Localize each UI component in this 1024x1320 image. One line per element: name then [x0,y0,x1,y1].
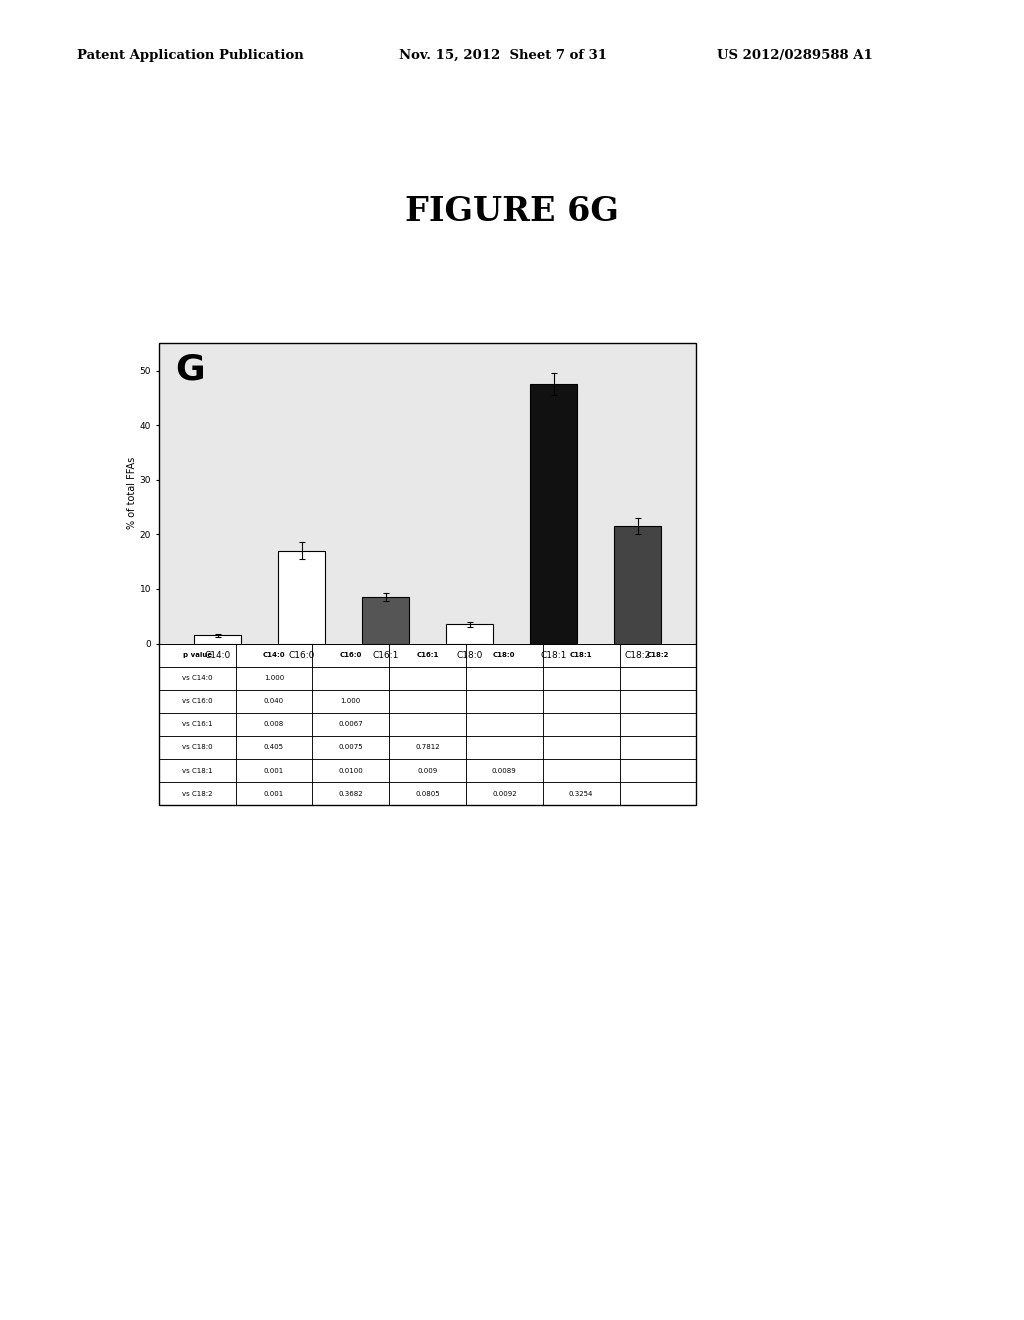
Text: FIGURE 6G: FIGURE 6G [406,195,618,227]
Text: vs C18:2: vs C18:2 [182,791,212,797]
Text: C14:0: C14:0 [262,652,286,659]
Text: C16:0: C16:0 [340,652,361,659]
Bar [446,624,493,644]
Text: 0.001: 0.001 [264,767,284,774]
Bar [530,384,577,644]
Bar [362,597,409,644]
Text: 0.0075: 0.0075 [338,744,364,751]
Text: 0.0067: 0.0067 [338,721,364,727]
Text: 0.405: 0.405 [264,744,284,751]
Text: vs C16:1: vs C16:1 [182,721,212,727]
Bar [279,550,325,644]
Text: 1.000: 1.000 [264,675,284,681]
Text: 0.040: 0.040 [264,698,284,705]
Text: G: G [175,352,205,387]
Text: 0.001: 0.001 [264,791,284,797]
Text: 0.3254: 0.3254 [569,791,593,797]
Text: p value: p value [182,652,212,659]
Bar [195,635,241,644]
Text: 0.0805: 0.0805 [415,791,440,797]
Text: 0.008: 0.008 [264,721,284,727]
Bar [614,527,660,644]
Text: C18:2: C18:2 [647,652,669,659]
Y-axis label: % of total FFAs: % of total FFAs [127,457,137,529]
Text: 0.0092: 0.0092 [492,791,517,797]
Text: vs C16:0: vs C16:0 [182,698,212,705]
Text: Nov. 15, 2012  Sheet 7 of 31: Nov. 15, 2012 Sheet 7 of 31 [399,49,607,62]
Text: 1.000: 1.000 [341,698,360,705]
Text: C16:1: C16:1 [417,652,438,659]
Text: 0.0100: 0.0100 [338,767,364,774]
Text: 0.009: 0.009 [418,767,437,774]
Text: US 2012/0289588 A1: US 2012/0289588 A1 [717,49,872,62]
Text: Patent Application Publication: Patent Application Publication [77,49,303,62]
Text: 0.3682: 0.3682 [338,791,364,797]
Text: vs C18:1: vs C18:1 [182,767,212,774]
Text: 0.7812: 0.7812 [415,744,440,751]
Text: vs C18:0: vs C18:0 [182,744,212,751]
Text: C18:1: C18:1 [570,652,592,659]
Text: 0.0089: 0.0089 [492,767,517,774]
Text: C18:0: C18:0 [494,652,515,659]
Text: vs C14:0: vs C14:0 [182,675,212,681]
